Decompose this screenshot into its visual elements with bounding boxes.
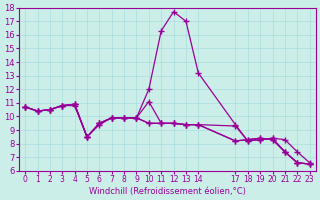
X-axis label: Windchill (Refroidissement éolien,°C): Windchill (Refroidissement éolien,°C) <box>89 187 246 196</box>
